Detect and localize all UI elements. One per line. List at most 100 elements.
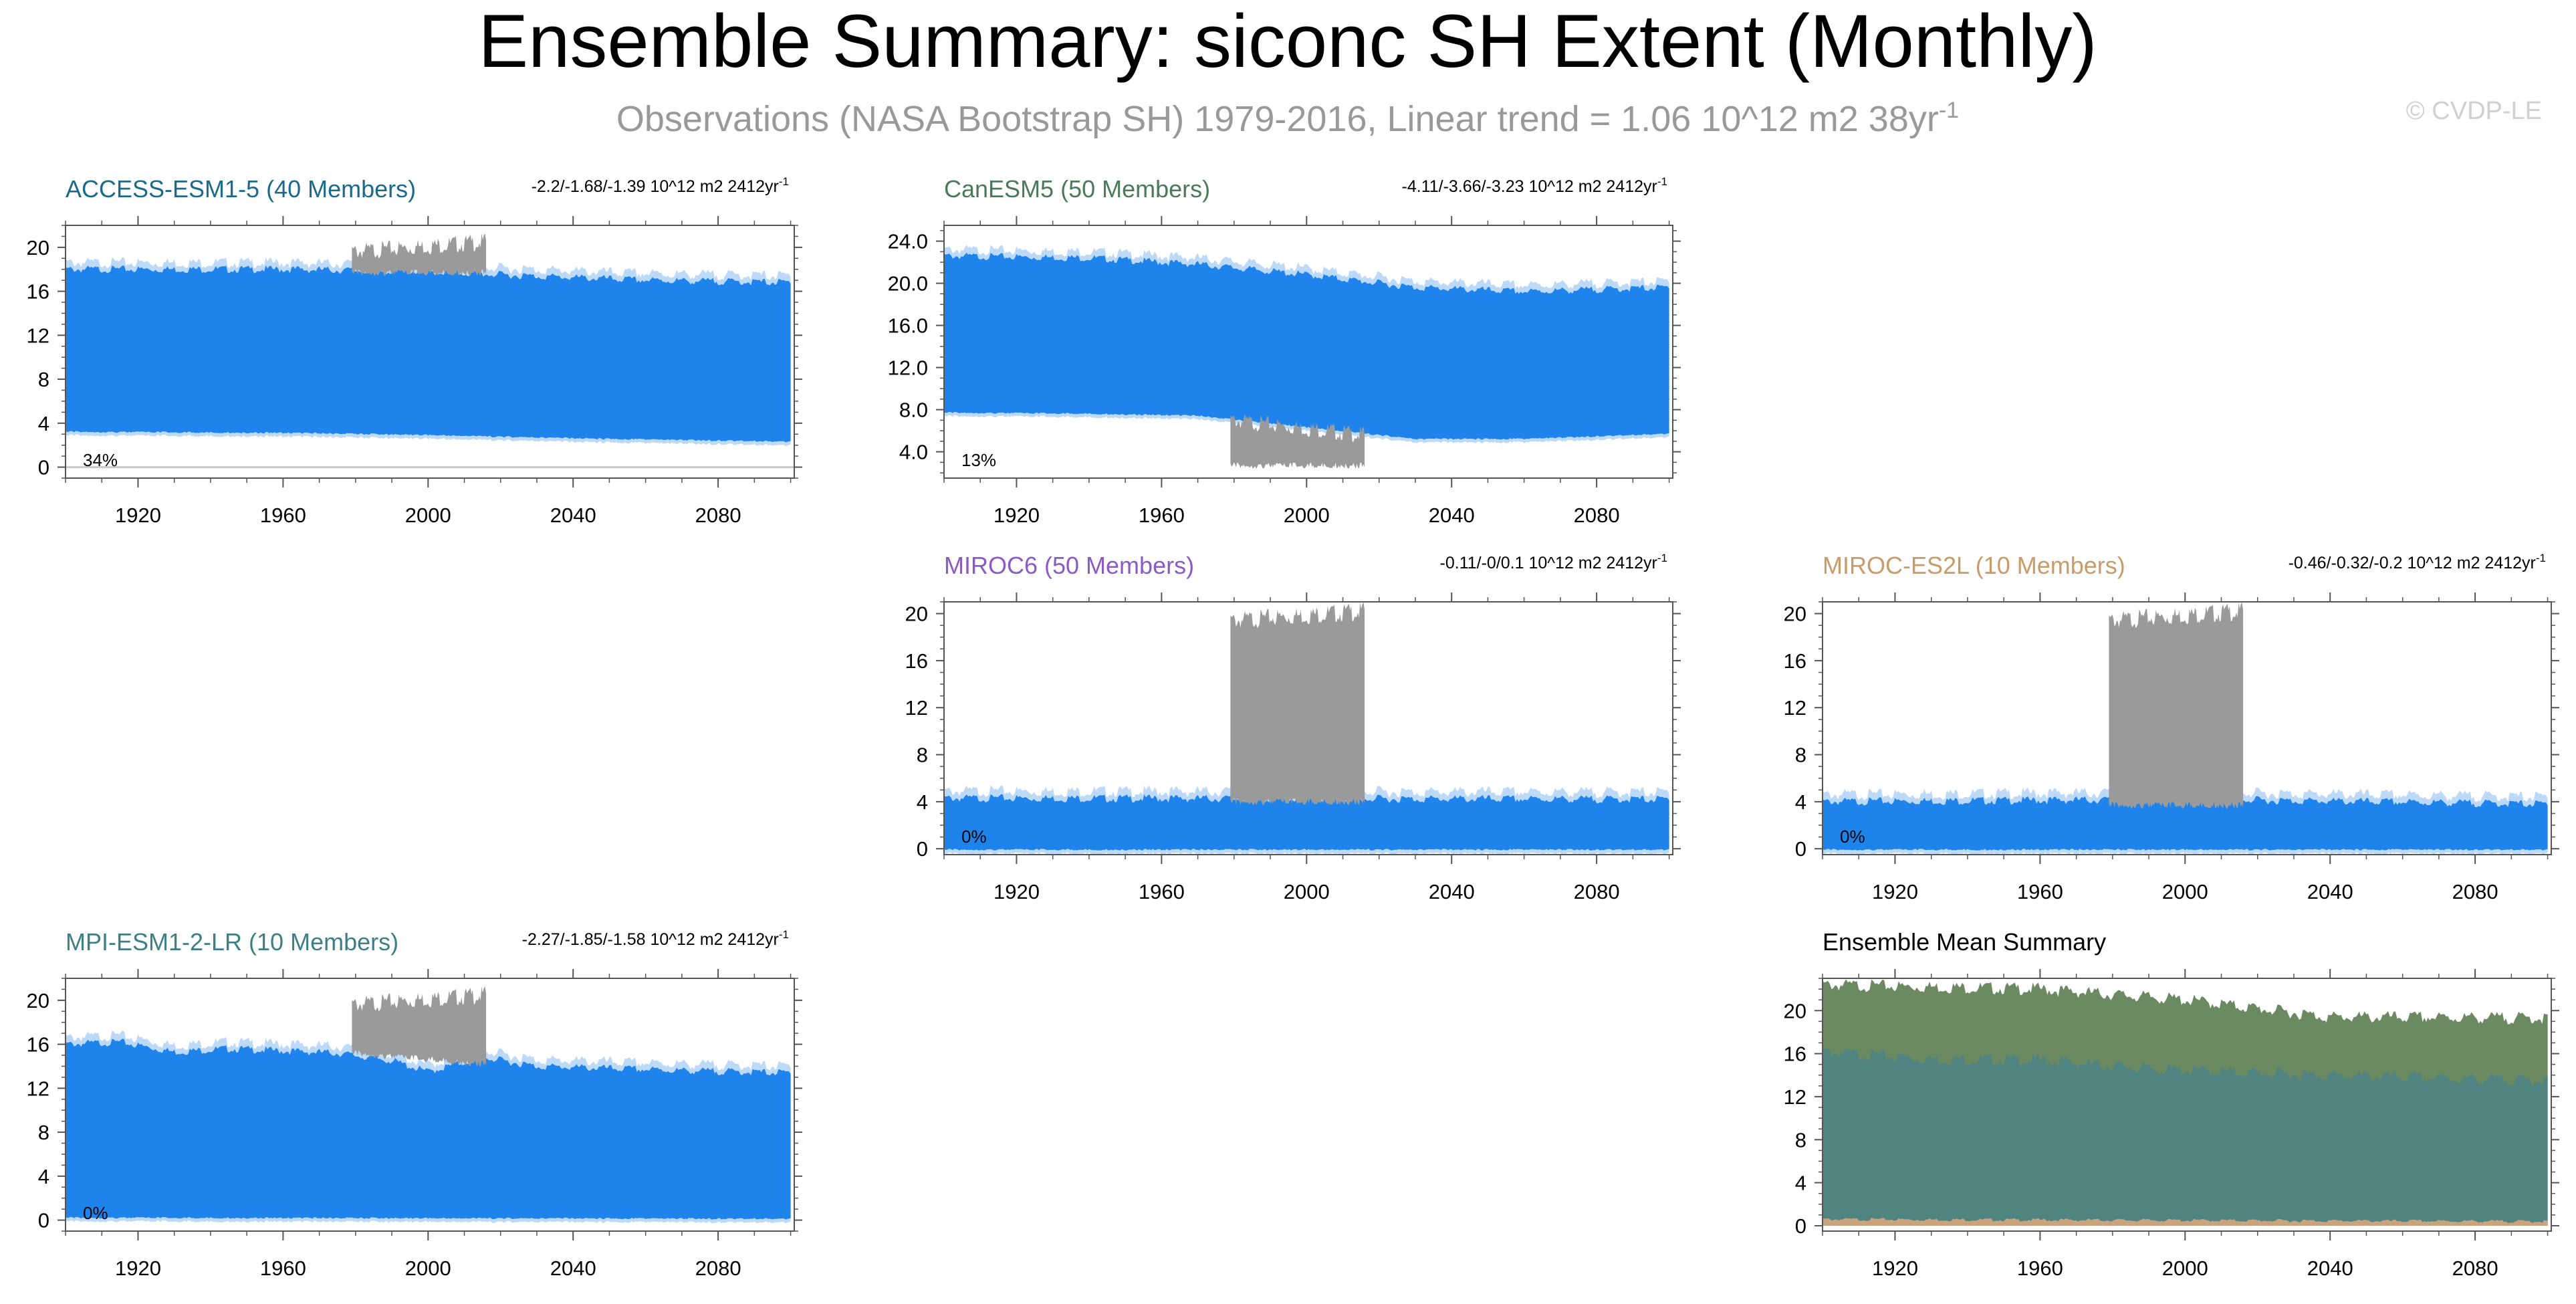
y-tick-label: 20 [27, 989, 49, 1012]
x-tick-label: 2080 [695, 1257, 741, 1280]
observations-band [2109, 602, 2244, 809]
ensemble-envelope [944, 794, 1669, 851]
y-tick-label: 0 [38, 1209, 49, 1232]
y-tick-label: 8 [917, 744, 928, 767]
y-tick-label: 16 [27, 1033, 49, 1057]
x-tick-label: 2000 [1284, 880, 1330, 903]
plot-area [1823, 602, 2548, 855]
chart-panel-4: 0 4 8 12 16 20 1920 1960 2000 2040 2080 MIROC-ES2L … [1784, 552, 2559, 903]
series-area-miroc-es2l [1823, 1218, 2548, 1226]
trend-label-sup: -1 [779, 928, 789, 941]
observations-band [352, 986, 487, 1067]
y-tick-label: 8.0 [899, 399, 928, 422]
trend-label-text: -4.11/-3.66/-3.23 10^12 m2 2412yr [1402, 177, 1657, 196]
y-tick-label: 0 [917, 837, 928, 861]
y-tick-label: 20.0 [888, 272, 928, 296]
panel-title: MPI-ESM1-2-LR (10 Members) [66, 928, 398, 956]
trend-label-sup: -1 [779, 175, 789, 188]
x-tick-label: 2000 [2162, 880, 2208, 903]
watermark: © CVDP-LE [2406, 97, 2542, 125]
x-tick-label: 2080 [1574, 880, 1620, 903]
panel-title: Ensemble Mean Summary [1823, 928, 2106, 956]
trend-label-text: -2.2/-1.68/-1.39 10^12 m2 2412yr [532, 177, 779, 196]
y-tick-label: 0 [38, 456, 49, 479]
x-tick-label: 2000 [405, 504, 451, 527]
x-tick-label: 1960 [2017, 880, 2063, 903]
plot-area [66, 233, 794, 469]
y-tick-label: 8 [38, 368, 49, 391]
y-tick-label: 20 [27, 236, 49, 259]
trend-label: -4.11/-3.66/-3.23 10^12 m2 2412yr-1 [1402, 175, 1667, 196]
ensemble-envelope [944, 253, 1669, 440]
figure-title: Ensemble Summary: siconc SH Extent (Mont… [478, 0, 2097, 83]
x-tick-label: 1920 [993, 504, 1040, 527]
trend-label: -0.46/-0.32/-0.2 10^12 m2 2412yr-1 [2289, 552, 2546, 572]
x-tick-label: 2080 [695, 504, 741, 527]
y-tick-label: 4 [38, 412, 49, 435]
plot-frame [943, 225, 1673, 479]
chart-panel-3: 0 4 8 12 16 20 1920 1960 2000 2040 2080 MIROC6 (50 … [905, 552, 1681, 903]
plot-area [944, 245, 1669, 469]
y-tick-label: 12 [1784, 696, 1806, 720]
y-tick-label: 16 [1784, 649, 1806, 673]
y-tick-label: 16 [905, 649, 928, 673]
trend-label-sup: -1 [1657, 175, 1667, 188]
x-tick-label: 2040 [2307, 1257, 2353, 1280]
y-tick-label: 12 [1784, 1085, 1806, 1109]
y-tick-label: 4.0 [899, 441, 928, 464]
chart-panel-1: 0 4 8 12 16 20 1920 1960 2000 2040 2080 ACCESS-ESM1… [27, 175, 802, 527]
percent-label: 0% [83, 1203, 108, 1223]
y-tick-label: 12 [905, 696, 928, 720]
chart-panel-2: 4.0 8.0 12.0 16.0 20.0 24.0 1920 1960 2000 2040 20… [888, 175, 1681, 527]
y-tick-label: 16.0 [888, 314, 928, 338]
x-tick-label: 2000 [2162, 1257, 2208, 1280]
ensemble-envelope [1823, 795, 2548, 851]
x-tick-label: 1960 [2017, 1257, 2063, 1280]
y-tick-label: 8 [1795, 744, 1806, 767]
y-tick-label: 16 [27, 280, 49, 304]
panel-title: ACCESS-ESM1-5 (40 Members) [66, 175, 416, 203]
y-tick-label: 12 [27, 1077, 49, 1100]
y-tick-label: 4 [917, 790, 928, 814]
panel-title: MIROC6 (50 Members) [944, 552, 1194, 579]
plot-area [66, 986, 791, 1224]
x-tick-label: 1960 [1139, 880, 1185, 903]
plot-area [944, 602, 1669, 855]
percent-label: 34% [83, 450, 118, 470]
y-tick-label: 20 [1784, 603, 1806, 626]
trend-label: -2.2/-1.68/-1.39 10^12 m2 2412yr-1 [532, 175, 789, 196]
y-tick-label: 4 [1795, 1172, 1806, 1195]
y-tick-label: 24.0 [888, 230, 928, 253]
trend-label-text: -0.11/-0/0.1 10^12 m2 2412yr [1440, 554, 1657, 572]
observations-band [1230, 602, 1365, 806]
x-tick-label: 2080 [2452, 1257, 2498, 1280]
ensemble-envelope [66, 1039, 791, 1220]
plot-frame [65, 225, 795, 479]
x-tick-label: 2080 [2452, 880, 2498, 903]
x-tick-label: 1920 [1872, 880, 1918, 903]
x-tick-label: 1920 [115, 504, 161, 527]
trend-label-sup: -1 [2536, 552, 2546, 564]
x-tick-label: 2040 [550, 1257, 596, 1280]
x-tick-label: 2040 [2307, 880, 2353, 903]
plot-frame [943, 601, 1673, 855]
y-tick-label: 4 [38, 1165, 49, 1188]
ensemble-envelope [66, 265, 791, 443]
y-tick-label: 4 [1795, 790, 1806, 814]
x-tick-label: 2080 [1574, 504, 1620, 527]
x-tick-label: 1920 [993, 880, 1040, 903]
x-tick-label: 2040 [1429, 504, 1475, 527]
figure-subtitle: Observations (NASA Bootstrap SH) 1979-20… [616, 98, 1959, 139]
y-tick-label: 12 [27, 324, 49, 347]
percent-label: 0% [961, 827, 987, 847]
panel-title: CanESM5 (50 Members) [944, 175, 1210, 203]
x-tick-label: 1920 [1872, 1257, 1918, 1280]
y-tick-label: 0 [1795, 1214, 1806, 1238]
plot-frame [1822, 978, 2552, 1232]
y-tick-label: 16 [1784, 1043, 1806, 1066]
series-area-mpi-esm1-2-lr [1823, 1047, 2548, 1226]
trend-label: -2.27/-1.85/-1.58 10^12 m2 2412yr-1 [522, 928, 789, 949]
panel-title: MIROC-ES2L (10 Members) [1823, 552, 2125, 579]
plot-frame [1822, 601, 2552, 855]
